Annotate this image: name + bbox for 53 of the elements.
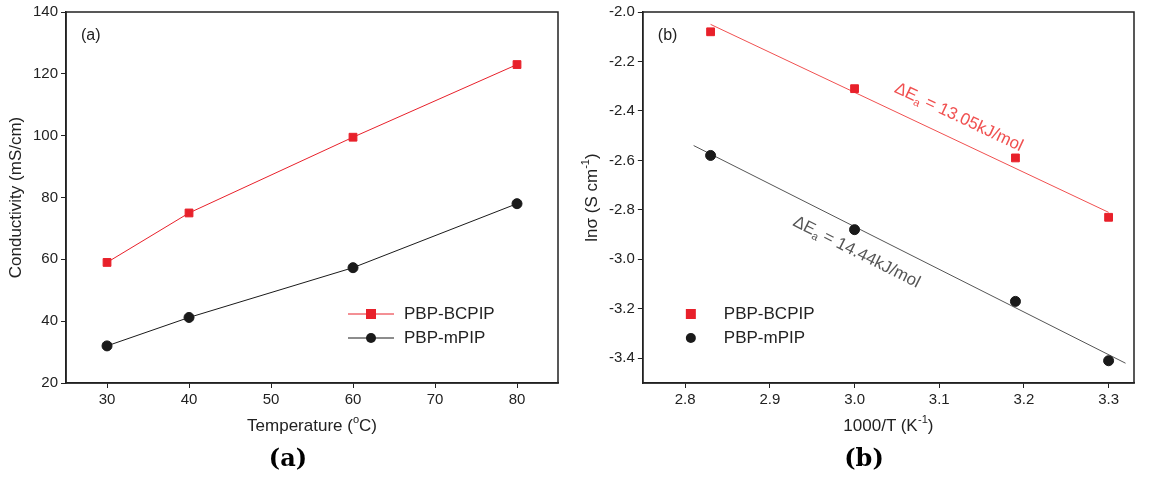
y-tick-label: -3.0 bbox=[608, 249, 635, 267]
y-tick-label: 40 bbox=[41, 311, 59, 329]
text: (b) bbox=[657, 26, 678, 44]
point bbox=[347, 262, 359, 274]
y-tick-label: -2.2 bbox=[608, 51, 635, 69]
point bbox=[1011, 153, 1020, 163]
point bbox=[512, 60, 522, 69]
legend-label: PBP-BCPIP bbox=[404, 303, 495, 323]
x-tick-label: 3.0 bbox=[844, 390, 865, 408]
y-tick-label: -3.4 bbox=[608, 348, 635, 366]
x-tick-label: 3.3 bbox=[1098, 390, 1120, 408]
text: (b) bbox=[844, 443, 884, 472]
y-tick-label: -2.4 bbox=[608, 101, 635, 119]
x-tick-label: 3.2 bbox=[1013, 390, 1035, 408]
point bbox=[511, 198, 523, 210]
x-tick-label: 40 bbox=[180, 390, 198, 408]
point bbox=[183, 311, 195, 323]
y-tick-label: 100 bbox=[33, 125, 59, 143]
x-tick-label: 70 bbox=[426, 390, 444, 408]
point bbox=[101, 340, 113, 352]
y-axis-title: Conductivity (mS/cm) bbox=[5, 116, 25, 279]
point bbox=[850, 84, 859, 94]
point bbox=[348, 132, 358, 142]
y-axis-title: lnσ (S cm-1) bbox=[579, 153, 601, 242]
y-tick-label: -2.8 bbox=[608, 200, 635, 218]
point bbox=[1103, 355, 1115, 367]
point bbox=[1009, 295, 1021, 307]
point bbox=[184, 208, 194, 218]
x-tick-label: 60 bbox=[344, 390, 362, 408]
x-tick-label: 3.1 bbox=[928, 390, 950, 408]
x-tick-label: 2.9 bbox=[759, 390, 781, 408]
y-tick-label: 120 bbox=[33, 63, 59, 81]
y-tick-label: 60 bbox=[41, 249, 59, 267]
y-tick-label: 140 bbox=[33, 2, 59, 20]
y-tick-label: 20 bbox=[41, 373, 59, 391]
x-tick-label: 2.8 bbox=[674, 390, 696, 408]
point bbox=[706, 27, 715, 37]
legend-label: PBP-BCPIP bbox=[723, 303, 815, 323]
y-tick-label: -2.6 bbox=[608, 150, 635, 168]
point bbox=[849, 224, 861, 236]
legend-label: PBP-mPIP bbox=[723, 327, 806, 347]
x-tick-label: 30 bbox=[98, 390, 116, 408]
y-tick-label: -2.0 bbox=[608, 2, 635, 20]
text: (a) bbox=[268, 443, 308, 472]
x-tick-label: 50 bbox=[262, 390, 280, 408]
legend-label: PBP-mPIP bbox=[404, 327, 486, 347]
point bbox=[1104, 212, 1113, 222]
x-tick-label: 80 bbox=[508, 390, 526, 408]
point bbox=[705, 149, 717, 161]
text: (a) bbox=[81, 26, 101, 44]
y-tick-label: 80 bbox=[41, 187, 59, 205]
y-tick-label: -3.2 bbox=[608, 298, 635, 316]
point bbox=[102, 258, 112, 267]
